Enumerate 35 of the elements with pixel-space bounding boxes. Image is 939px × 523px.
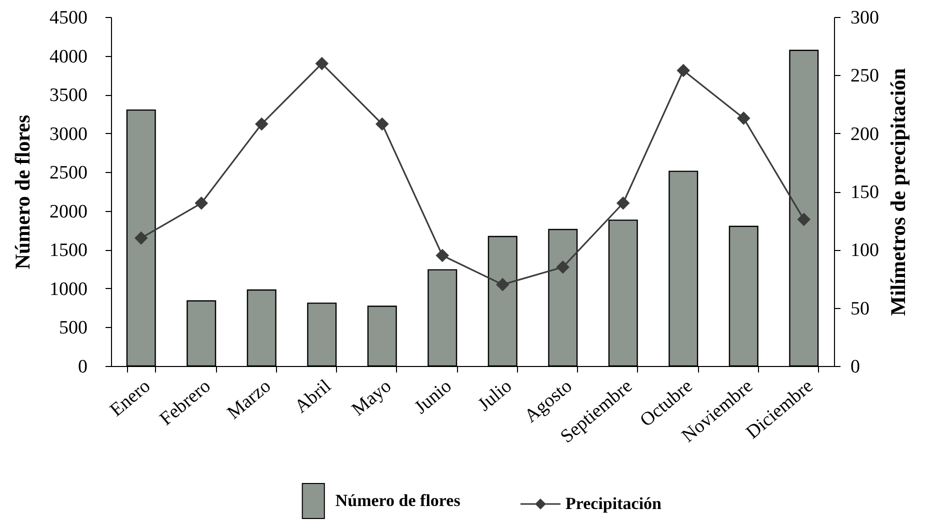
- y2-tick-label: 150: [850, 182, 879, 203]
- y-tick-label: 2000: [50, 201, 88, 222]
- point: [798, 213, 810, 226]
- y-tick-label: 4000: [50, 46, 88, 68]
- y-tick-label: 3500: [50, 85, 88, 106]
- point: [376, 118, 388, 130]
- legend-label: Precipitación: [565, 494, 662, 513]
- y-tick-label: 4500: [50, 8, 88, 28]
- y-tick-label: 1000: [50, 278, 88, 300]
- y2-tick-label: 50: [850, 298, 870, 320]
- point: [436, 249, 449, 262]
- y2-tick-label: 100: [850, 240, 879, 262]
- y-tick-label: 0: [78, 356, 88, 378]
- x-tick-label: Junio: [410, 376, 456, 418]
- y2-tick-label: 200: [850, 124, 879, 145]
- y-tick-label: 500: [59, 318, 88, 339]
- y2-tick-label: 300: [850, 8, 879, 28]
- point: [677, 64, 690, 77]
- y-tick-label: 3000: [50, 124, 88, 145]
- y2-tick-label: 0: [850, 356, 860, 378]
- y-tick-label: 1500: [50, 240, 88, 262]
- point: [556, 260, 570, 274]
- point: [737, 112, 750, 124]
- legend-label: Número de flores: [335, 491, 461, 510]
- x-tick-label: Julio: [474, 376, 516, 416]
- y-tick-label: 2500: [50, 162, 88, 184]
- point: [195, 196, 208, 210]
- point: [316, 57, 328, 70]
- point: [496, 278, 509, 291]
- y2-axis-title: Milímetros de precipitación: [886, 68, 910, 316]
- point: [134, 232, 148, 244]
- point: [255, 118, 268, 130]
- y-axis-title: Número de flores: [10, 114, 34, 270]
- y2-tick-label: 250: [850, 66, 879, 87]
- point: [616, 196, 630, 210]
